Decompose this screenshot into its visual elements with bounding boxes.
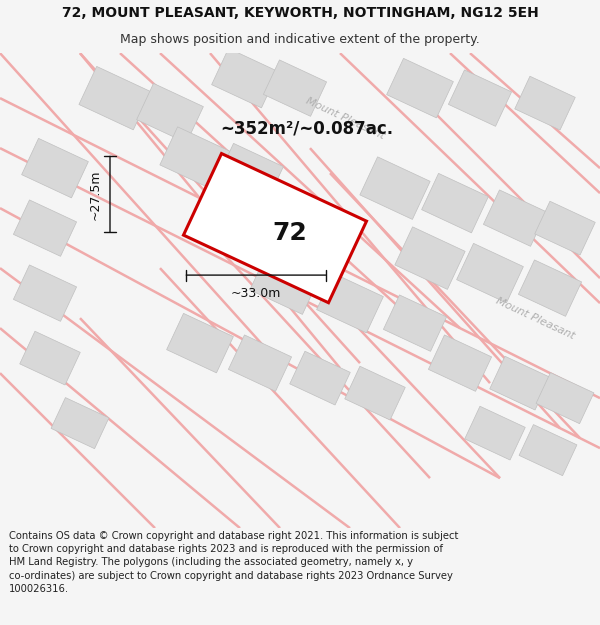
Polygon shape bbox=[457, 243, 523, 303]
Polygon shape bbox=[51, 398, 109, 449]
Polygon shape bbox=[212, 48, 278, 108]
Polygon shape bbox=[518, 260, 581, 316]
Polygon shape bbox=[317, 273, 383, 333]
Polygon shape bbox=[345, 366, 405, 420]
Polygon shape bbox=[383, 295, 446, 351]
Text: ~27.5m: ~27.5m bbox=[89, 169, 102, 219]
Polygon shape bbox=[360, 157, 430, 219]
Polygon shape bbox=[448, 70, 512, 126]
Polygon shape bbox=[13, 200, 77, 256]
Polygon shape bbox=[20, 331, 80, 385]
Polygon shape bbox=[290, 351, 350, 405]
Text: ~352m²/~0.087ac.: ~352m²/~0.087ac. bbox=[220, 119, 393, 137]
Polygon shape bbox=[428, 335, 491, 391]
Text: ~33.0m: ~33.0m bbox=[231, 287, 281, 300]
Text: Map shows position and indicative extent of the property.: Map shows position and indicative extent… bbox=[120, 33, 480, 46]
Polygon shape bbox=[465, 406, 525, 460]
Polygon shape bbox=[229, 335, 292, 391]
Polygon shape bbox=[519, 424, 577, 476]
Text: Mount Pleasant: Mount Pleasant bbox=[304, 96, 386, 141]
Polygon shape bbox=[515, 76, 575, 130]
Polygon shape bbox=[535, 201, 595, 255]
Polygon shape bbox=[250, 252, 320, 314]
Polygon shape bbox=[79, 66, 151, 130]
Polygon shape bbox=[160, 127, 230, 189]
Polygon shape bbox=[184, 154, 367, 302]
Polygon shape bbox=[395, 227, 465, 289]
Polygon shape bbox=[536, 372, 594, 424]
Polygon shape bbox=[490, 356, 550, 410]
Polygon shape bbox=[422, 173, 488, 233]
Text: 72, MOUNT PLEASANT, KEYWORTH, NOTTINGHAM, NG12 5EH: 72, MOUNT PLEASANT, KEYWORTH, NOTTINGHAM… bbox=[62, 6, 538, 20]
Polygon shape bbox=[263, 60, 326, 116]
Polygon shape bbox=[167, 313, 233, 373]
Text: 72: 72 bbox=[272, 221, 307, 245]
Polygon shape bbox=[386, 58, 454, 118]
Polygon shape bbox=[484, 190, 547, 246]
Polygon shape bbox=[137, 83, 203, 143]
Polygon shape bbox=[217, 143, 283, 203]
Polygon shape bbox=[22, 138, 88, 198]
Text: Contains OS data © Crown copyright and database right 2021. This information is : Contains OS data © Crown copyright and d… bbox=[9, 531, 458, 594]
Polygon shape bbox=[13, 265, 77, 321]
Text: Mount Pleasant: Mount Pleasant bbox=[494, 296, 576, 341]
